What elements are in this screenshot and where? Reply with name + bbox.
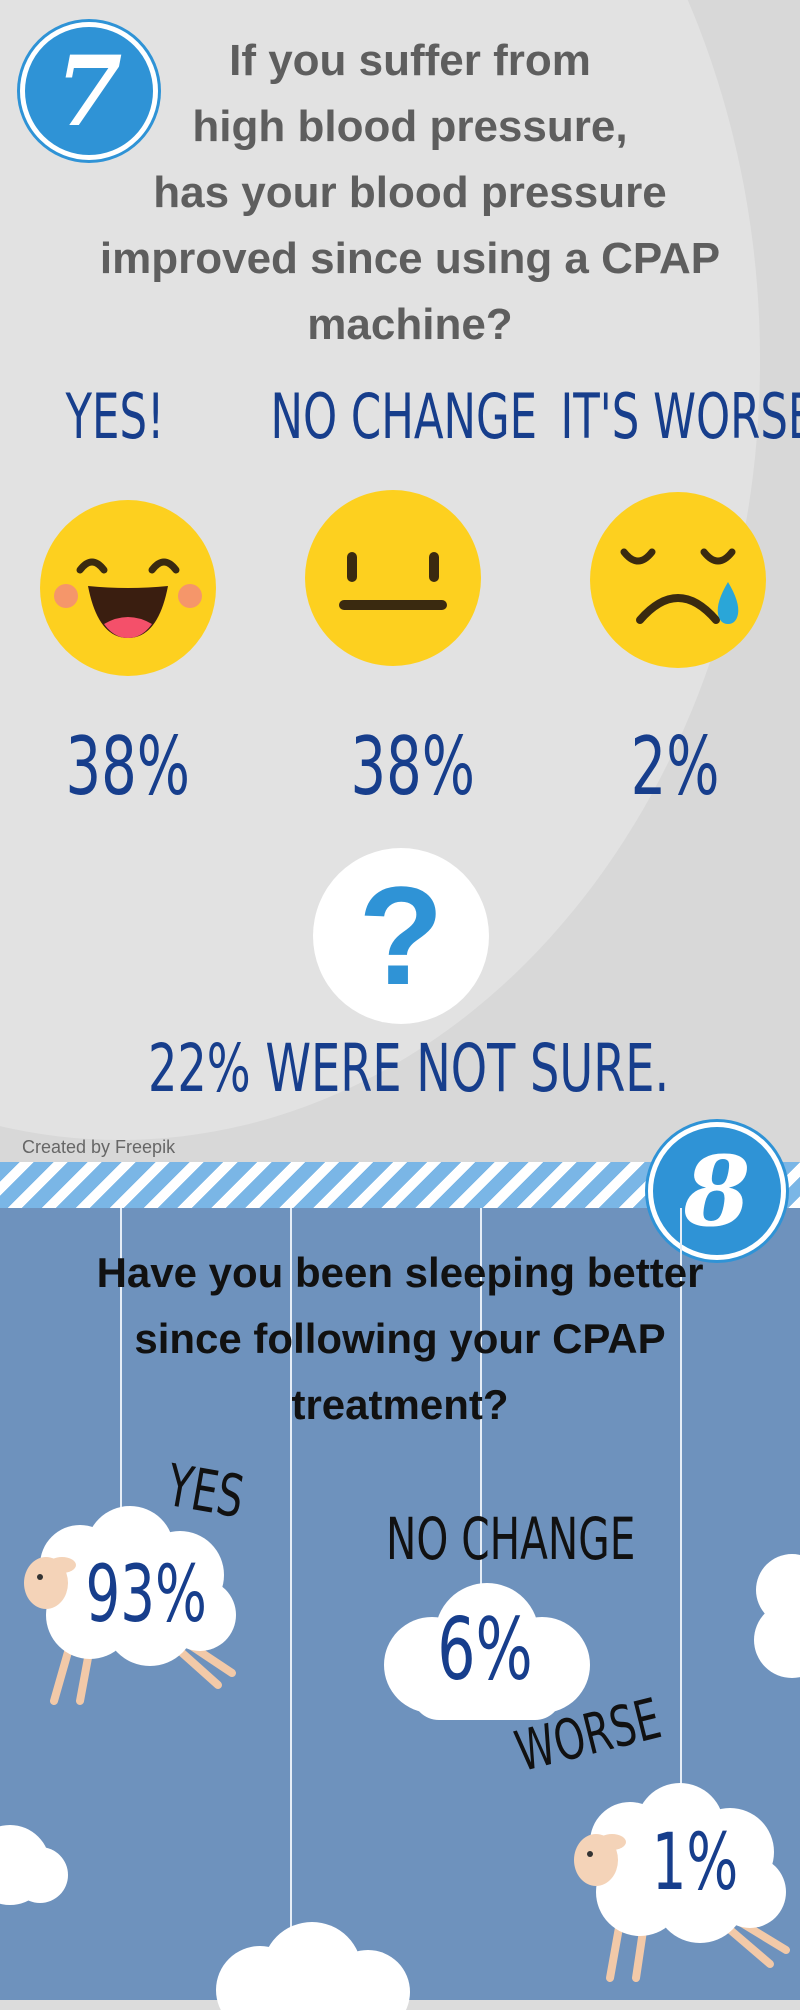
sheep-icon	[24, 1506, 236, 1705]
answer-worse-percent-8: 1%	[651, 1818, 739, 1908]
answer-no-change-label-8: NO CHANGE	[386, 1505, 636, 1573]
sheep-icon	[574, 1783, 790, 1982]
hanging-string	[120, 1208, 122, 1548]
hanging-string	[480, 1208, 482, 1588]
happy-face-icon	[40, 500, 216, 676]
answer-yes-label: YES!	[65, 380, 165, 453]
question-7-line: If you suffer from	[229, 36, 591, 85]
not-sure-text: 22% WERE NOT SURE.	[148, 1030, 670, 1107]
answer-no-change-label: NO CHANGE	[270, 380, 538, 453]
cloud-icon	[0, 1825, 68, 1905]
question-8-line: since following your CPAP	[134, 1315, 666, 1362]
sad-face-icon	[590, 492, 766, 668]
cloud-icon	[384, 1583, 590, 1720]
hanging-string	[290, 1208, 292, 1938]
badge-8: 8	[648, 1122, 786, 1260]
answer-yes-percent-8: 93%	[85, 1550, 207, 1640]
question-8-line: treatment?	[291, 1381, 509, 1428]
question-7-line: has your blood pressure	[153, 168, 667, 217]
cloud-icon	[216, 1922, 410, 2010]
hanging-string	[680, 1208, 682, 1798]
credit-text: Created by Freepik	[22, 1137, 176, 1157]
question-8: Have you been sleeping better since foll…	[30, 1240, 770, 1438]
answer-worse-label: IT'S WORSE	[560, 380, 800, 453]
question-7: If you suffer from high blood pressure, …	[50, 28, 770, 358]
question-7-line: improved since using a CPAP	[99, 234, 721, 283]
question-7-line: high blood pressure,	[192, 102, 628, 151]
question-mark-icon: ?	[313, 848, 489, 1024]
answer-yes-percent: 38%	[65, 720, 190, 813]
question-7-line: machine?	[307, 300, 513, 349]
answer-worse-percent: 2%	[630, 720, 720, 813]
cloud-icon	[754, 1554, 800, 1678]
neutral-face-icon	[305, 490, 481, 666]
badge-7: 7	[20, 22, 158, 160]
answer-no-change-percent: 38%	[350, 720, 475, 813]
answer-no-change-percent-8: 6%	[437, 1600, 533, 1700]
question-8-line: Have you been sleeping better	[96, 1249, 704, 1296]
